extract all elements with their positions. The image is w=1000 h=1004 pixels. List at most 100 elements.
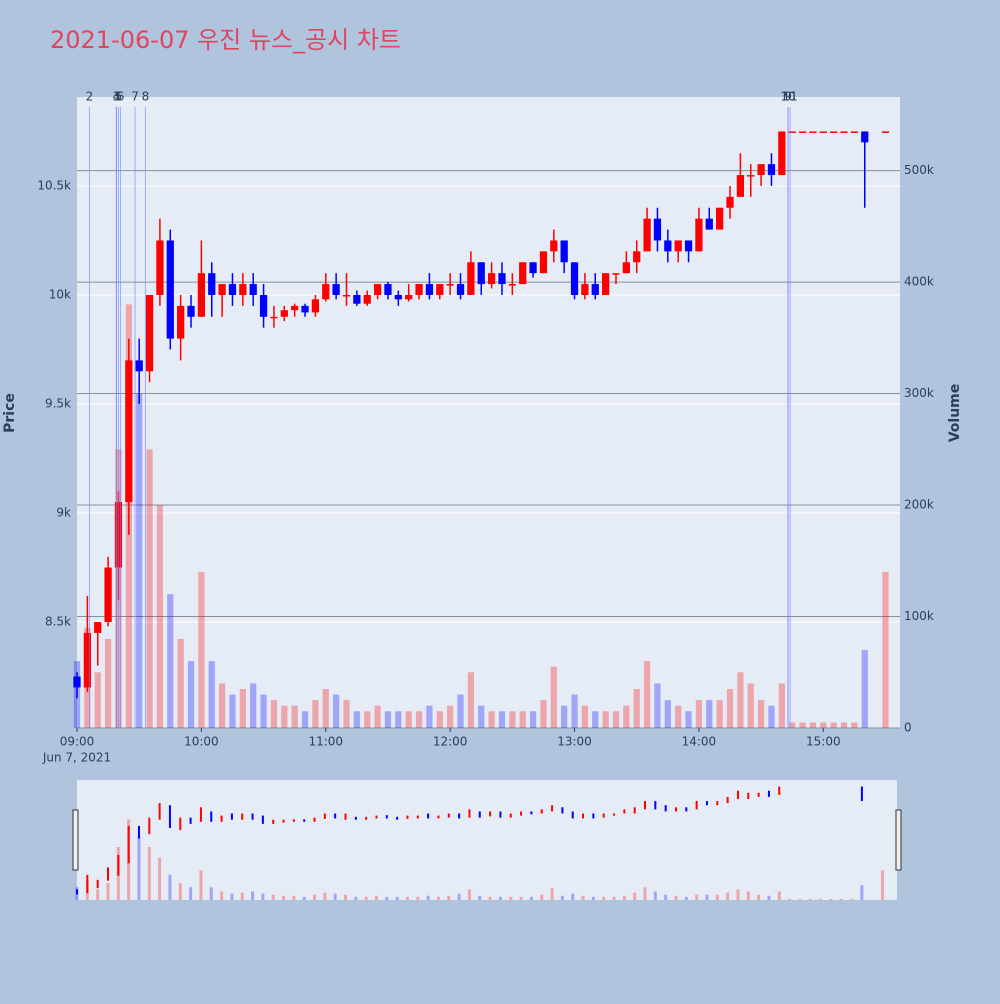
y-tick-label: 8.5k <box>45 615 71 629</box>
slider-volume <box>550 888 554 900</box>
volume-bar <box>260 694 267 728</box>
candle-body <box>539 251 548 274</box>
volume-bar <box>156 505 164 728</box>
candle-body <box>425 284 434 295</box>
volume-bar <box>592 711 599 728</box>
volume-bar <box>654 683 661 728</box>
slider-volume <box>674 895 678 900</box>
y-tick-label: 10k <box>49 287 71 301</box>
candle-body <box>601 273 610 295</box>
slider-volume <box>240 892 244 900</box>
y2-axis-title: Volume <box>947 384 963 443</box>
volume-bar <box>301 711 309 728</box>
volume-bar <box>561 705 568 728</box>
x-tick-label: 10:00 <box>184 735 219 749</box>
slider-volume <box>560 895 564 900</box>
candle-body <box>311 299 320 313</box>
volume-bar <box>395 711 402 728</box>
slider-volume <box>736 889 740 900</box>
slider-volume <box>788 898 792 900</box>
slider-volume <box>509 896 513 900</box>
candle-body <box>270 316 278 319</box>
slider-volume <box>313 894 317 900</box>
slider-volume <box>168 874 172 900</box>
volume-bar <box>840 722 848 728</box>
volume-bar <box>322 688 329 728</box>
candle-body <box>570 262 579 295</box>
slider-volume <box>220 891 224 900</box>
candle-body <box>487 273 496 285</box>
slider-volume <box>622 895 626 900</box>
candle-body <box>166 240 174 339</box>
slider-volume <box>519 896 523 900</box>
volume-bar <box>457 694 464 728</box>
slider-volume <box>705 894 709 900</box>
slider-volume <box>767 895 771 900</box>
slider-volume <box>447 895 451 900</box>
candle-body <box>612 273 620 275</box>
slider-volume <box>498 896 502 900</box>
volume-bar <box>219 683 226 728</box>
candle-body <box>322 284 330 300</box>
candle-body <box>415 284 423 295</box>
x-tick-label: 11:00 <box>308 735 343 749</box>
slider-volume <box>571 893 575 900</box>
slider-volume <box>860 885 864 900</box>
slider-volume <box>757 894 761 900</box>
volume-bar <box>426 705 433 728</box>
range-slider[interactable] <box>77 780 897 900</box>
volume-bar <box>447 705 454 728</box>
y-axis-title: Price <box>2 393 18 433</box>
candle-body <box>456 284 465 295</box>
slider-volume <box>426 895 430 900</box>
volume-bar <box>312 700 319 728</box>
x-tick-label: 09:00 <box>60 735 95 749</box>
slider-volume <box>777 891 781 900</box>
y-tick-label: 10.5k <box>37 178 71 192</box>
candle-body <box>850 131 859 133</box>
candle-body <box>643 218 651 252</box>
candle-body <box>280 310 288 317</box>
slider-volume <box>96 889 100 900</box>
slider-volume <box>715 894 719 900</box>
y2-tick-label: 500k <box>904 163 934 177</box>
chart-title: 2021-06-07 우진 뉴스_공시 차트 <box>50 26 401 54</box>
volume-bar <box>882 571 889 728</box>
slider-handle[interactable] <box>895 809 902 871</box>
volume-bar <box>675 705 682 728</box>
candle-body <box>83 632 91 688</box>
candle-body <box>208 273 216 295</box>
candle-body <box>716 207 724 230</box>
candle-body <box>197 273 206 317</box>
slider-volume <box>808 898 812 900</box>
slider-volume <box>436 896 440 900</box>
slider-handle[interactable] <box>72 809 79 871</box>
volume-bar <box>820 722 827 728</box>
y-tick-label: 9.5k <box>45 396 71 410</box>
slider-volume <box>664 894 668 900</box>
annotation-label: 11 <box>782 90 797 104</box>
annotation-label: 9 <box>784 90 792 104</box>
candle-body <box>498 273 506 285</box>
volume-bar <box>581 705 589 728</box>
slider-volume <box>354 896 358 900</box>
annotation-label: 2 <box>86 90 94 104</box>
slider-volume <box>333 893 337 900</box>
volume-bar <box>239 688 246 728</box>
candle-body <box>633 251 641 263</box>
volume-bar <box>643 661 651 728</box>
slider-volume <box>540 894 544 900</box>
candle-body <box>840 131 848 133</box>
slider-volume <box>457 893 461 900</box>
candle-body <box>373 284 382 295</box>
y2-tick-label: 400k <box>904 275 934 289</box>
candle-body <box>695 218 703 252</box>
volume-bar <box>726 688 734 728</box>
volume-bar <box>633 688 640 728</box>
volume-bar <box>861 649 868 728</box>
volume-bar <box>799 722 806 728</box>
candle-body <box>736 175 745 197</box>
candle-body <box>228 284 237 295</box>
candle-body <box>394 294 402 300</box>
